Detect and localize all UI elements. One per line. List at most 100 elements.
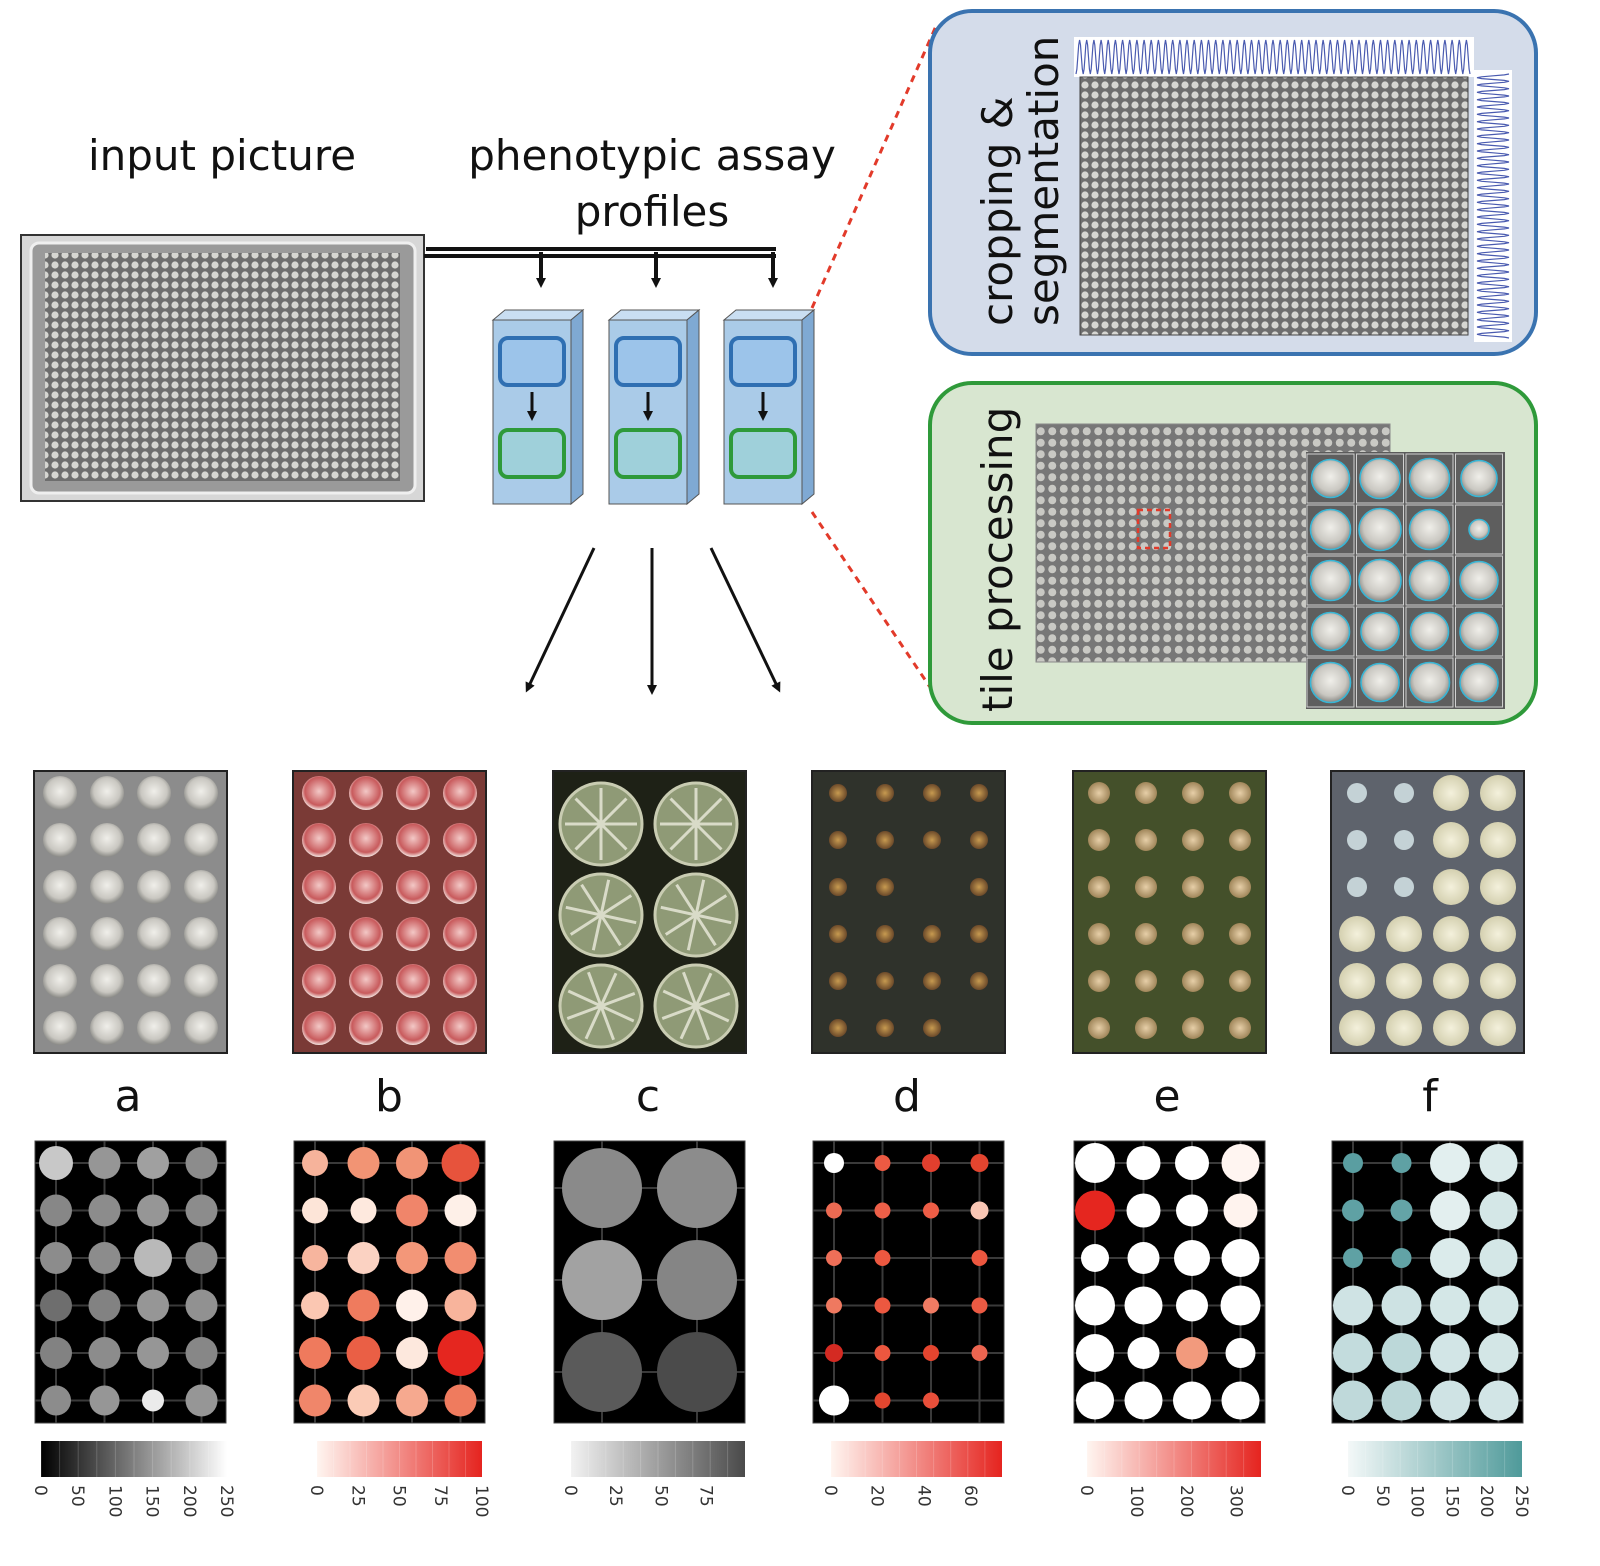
colorbar-tick: 60 — [960, 1485, 980, 1507]
heatmap-cell — [1343, 1153, 1363, 1173]
colony — [1182, 1017, 1204, 1039]
heatmap-cell — [185, 1337, 218, 1369]
panel-photo-c — [552, 770, 747, 1054]
heatmap-cell — [1176, 1194, 1208, 1227]
colony — [970, 831, 988, 849]
colony-tile — [1405, 657, 1454, 708]
colony — [1480, 775, 1516, 811]
heatmap-cell — [1390, 1199, 1413, 1222]
colorbar-f: 0 50 100 150 200 250 — [1337, 1441, 1531, 1517]
heatmap-cell — [137, 1289, 169, 1322]
heatmap-cell — [347, 1289, 380, 1322]
segmentation-label-line1: cropping & — [973, 96, 1022, 326]
colony — [1480, 1010, 1516, 1046]
colony — [137, 870, 171, 904]
heatmap-cell — [1221, 1144, 1260, 1182]
colorbar-tick: 75 — [430, 1485, 450, 1507]
colony — [876, 784, 894, 802]
heatmap-cell — [137, 1194, 169, 1227]
colony — [184, 964, 218, 998]
colony — [43, 964, 77, 998]
heatmap-cell — [1343, 1248, 1363, 1268]
heatmap-cell — [824, 1153, 844, 1173]
heatmap-cell — [1478, 1380, 1519, 1421]
wrinkled-colony — [653, 872, 739, 958]
colony — [829, 1019, 847, 1037]
heatmap-cell — [1175, 1146, 1209, 1180]
heatmap-cell — [971, 1250, 988, 1266]
heatmap-cell — [1342, 1199, 1364, 1222]
panel-letter-a: a — [115, 1071, 142, 1122]
wrinkled-colony — [653, 781, 739, 867]
heatmap-cell — [299, 1384, 331, 1417]
colony — [1339, 916, 1375, 952]
colorbar-a: 0 50 100 150 200 250 — [30, 1441, 236, 1517]
colorbar-tick: 100 — [471, 1485, 491, 1517]
colony — [1386, 963, 1422, 999]
heatmap-cell — [1430, 1190, 1470, 1231]
colorbar-e: 0 100 200 300 — [1076, 1441, 1261, 1517]
heatmap-cell — [1081, 1244, 1109, 1272]
colony — [349, 964, 383, 998]
heatmap-cell — [396, 1289, 428, 1322]
heatmap-cell — [970, 1201, 989, 1220]
colony-tile — [1405, 555, 1454, 606]
colony — [1182, 829, 1204, 851]
colony — [876, 1019, 894, 1037]
colony — [876, 831, 894, 849]
colony — [1339, 1010, 1375, 1046]
colony — [1229, 782, 1251, 804]
colony-tile — [1455, 453, 1503, 504]
colony — [302, 917, 336, 951]
colorbar-tick: 20 — [867, 1485, 887, 1507]
heatmap-cell — [1127, 1337, 1160, 1369]
colony — [90, 917, 124, 951]
heatmap-cell — [346, 1336, 381, 1370]
colony — [1347, 830, 1367, 850]
colony — [1394, 783, 1414, 803]
colony — [396, 1011, 430, 1045]
colony — [1135, 1017, 1157, 1039]
colony — [443, 917, 477, 951]
colony-tile — [1306, 606, 1355, 657]
colony — [923, 784, 941, 802]
colorbar-tick: 0 — [1076, 1485, 1096, 1496]
assay-module — [491, 308, 585, 506]
heatmap-a — [34, 1140, 227, 1424]
heatmap-cell — [1478, 1333, 1519, 1373]
input-plate-photo — [20, 234, 425, 502]
colony — [1229, 923, 1251, 945]
heatmap-cell — [1126, 1146, 1161, 1180]
heatmap-cell — [562, 1240, 642, 1320]
panel-heatmaps — [34, 1140, 1524, 1424]
tile-selection-box — [1136, 508, 1172, 550]
colorbar-tick: 150 — [142, 1485, 162, 1517]
heatmap-cell — [1076, 1381, 1114, 1420]
colony-tile — [1455, 606, 1503, 657]
heatmap-cell — [89, 1385, 120, 1416]
heatmap-cell — [1176, 1289, 1208, 1322]
colony — [1433, 963, 1469, 999]
colony — [1182, 876, 1204, 898]
panel-colorbars: 0 50 100 150 200 250 0 25 50 75 100 0 25 50 75 0 20 40 60 0… — [30, 1441, 1531, 1517]
column-intensity-profile — [1075, 39, 1471, 75]
colony — [1229, 1017, 1251, 1039]
wrinkled-colony — [558, 963, 644, 1049]
heatmap-cell — [1221, 1239, 1260, 1277]
colorbar-tick: 250 — [1511, 1485, 1531, 1517]
heatmap-cell — [134, 1239, 172, 1277]
heatmap-cell — [825, 1344, 843, 1362]
colony — [1480, 822, 1516, 858]
colony — [829, 784, 847, 802]
heatmap-cell — [1479, 1191, 1518, 1230]
heatmap-cell — [971, 1345, 988, 1361]
panel-photo-d — [811, 770, 1006, 1054]
zoom-leader-lines — [810, 25, 938, 697]
colony-tile — [1405, 453, 1454, 504]
heatmap-cell — [1381, 1333, 1422, 1373]
heatmap-cell — [1333, 1380, 1373, 1421]
colorbar-tick: 50 — [389, 1485, 409, 1507]
colony — [1433, 822, 1469, 858]
heatmap-cell — [347, 1384, 380, 1417]
